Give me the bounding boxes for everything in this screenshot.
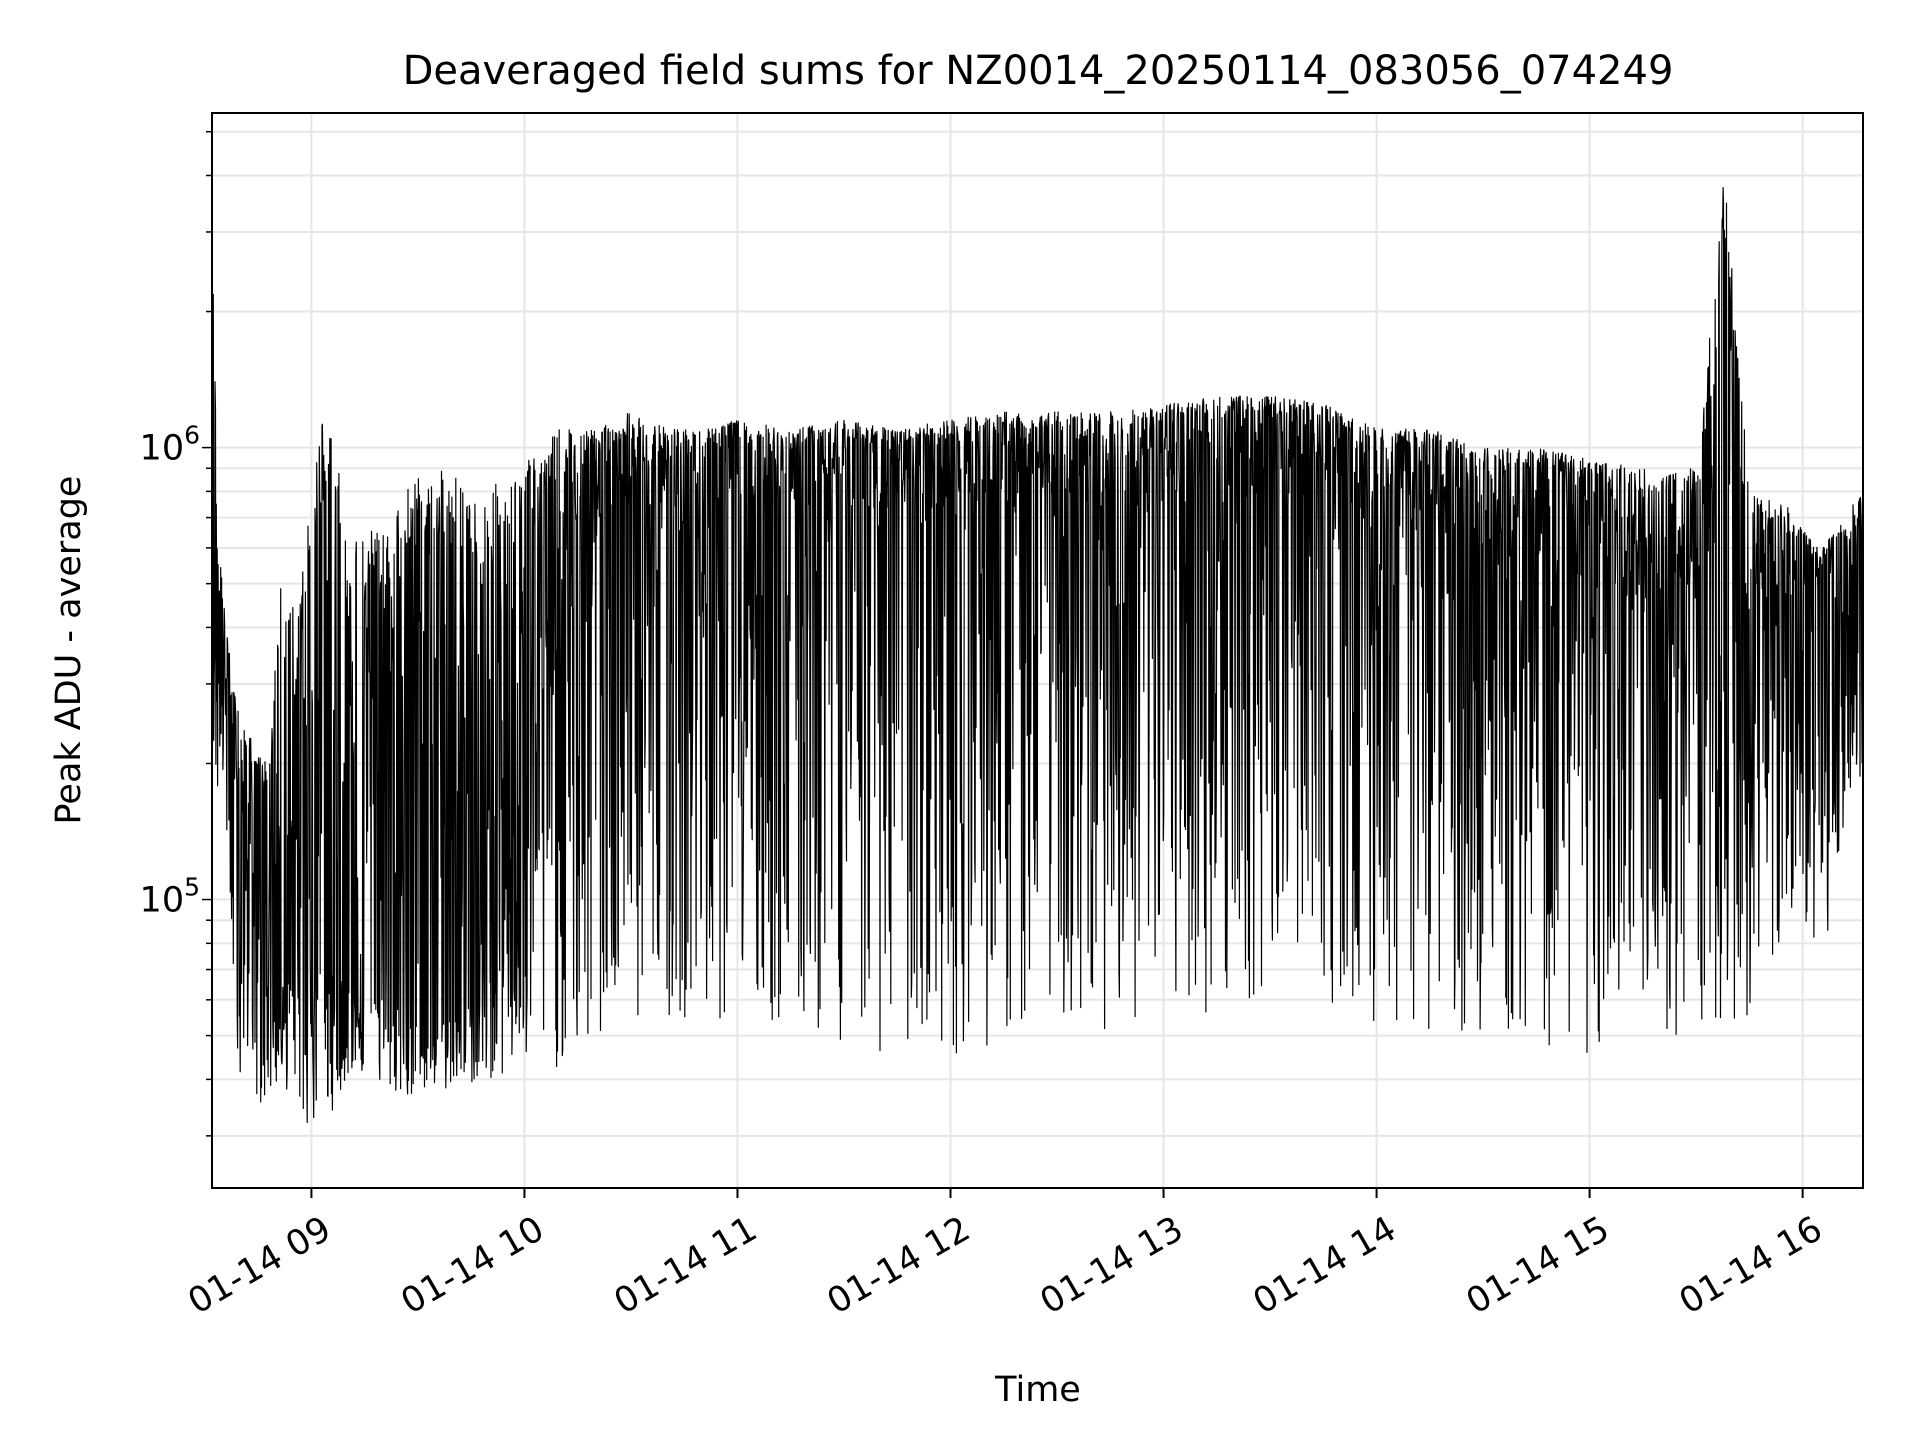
x-tick-label: 01-14 11	[608, 1209, 764, 1322]
axes-frame	[211, 112, 1864, 1189]
x-tick-label: 01-14 13	[1034, 1209, 1190, 1322]
x-tick-label: 01-14 16	[1673, 1209, 1829, 1322]
y-tick-label: 105	[140, 873, 200, 921]
x-tick-label: 01-14 12	[821, 1209, 977, 1322]
y-axis: 105 106	[140, 130, 212, 1137]
x-tick-label: 01-14 15	[1460, 1209, 1616, 1322]
x-tick-label: 01-14 10	[395, 1209, 551, 1322]
plot-area	[211, 187, 1864, 1124]
series-line	[211, 187, 1864, 1124]
chart-title: Deaveraged field sums for NZ0014_2025011…	[403, 48, 1674, 94]
y-axis-label: Peak ADU - average	[49, 476, 89, 825]
y-tick-label: 106	[140, 421, 200, 469]
x-axis-label: Time	[994, 1370, 1081, 1410]
x-tick-label: 01-14 09	[182, 1209, 338, 1322]
x-axis: 01-14 09 01-14 10 01-14 11 01-14 12 01-14 13…	[182, 1188, 1829, 1322]
x-tick-label: 01-14 14	[1247, 1209, 1403, 1322]
